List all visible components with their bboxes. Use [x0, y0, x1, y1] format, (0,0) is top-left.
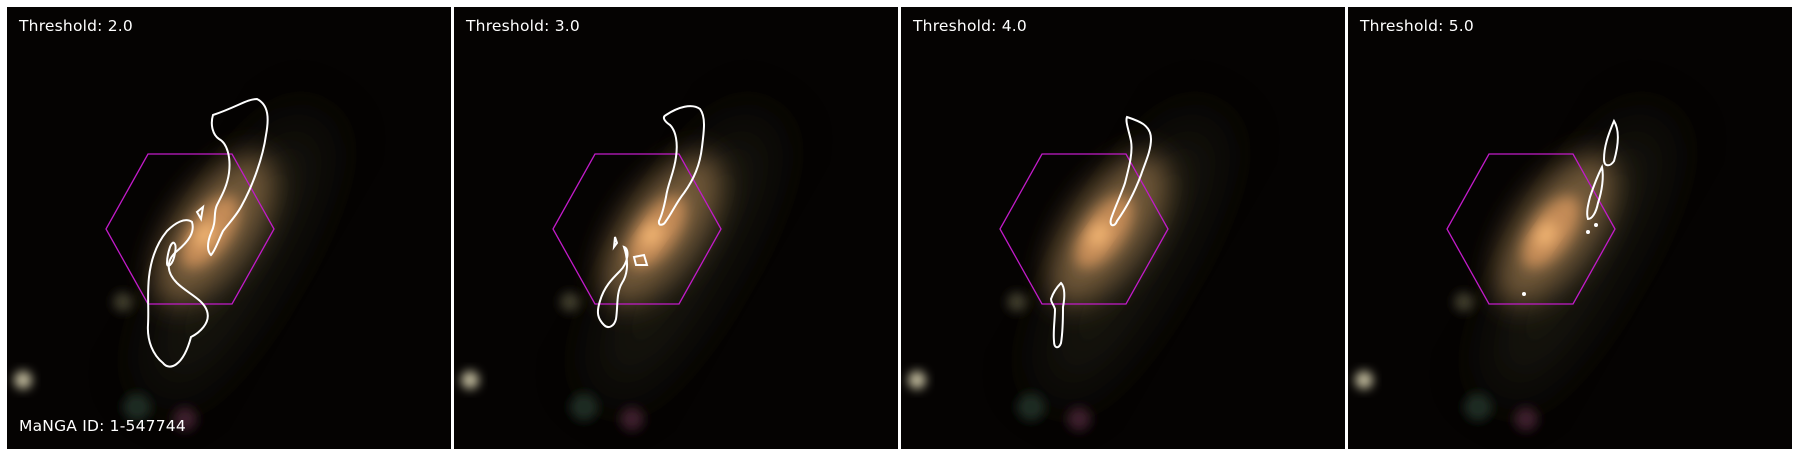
contour-line [612, 236, 619, 251]
contour-line [1586, 230, 1590, 234]
galaxy-image [454, 7, 898, 449]
ifu-hexagon [999, 153, 1169, 305]
contour-line [1586, 163, 1604, 221]
contour-line [1602, 118, 1619, 167]
galaxy-image [901, 7, 1345, 449]
contour-line [195, 204, 205, 222]
contour-line [207, 97, 269, 257]
contour-line [1049, 281, 1066, 349]
contour-line [657, 105, 705, 226]
ifu-hexagon [1446, 153, 1616, 305]
panel-threshold-2: Threshold: 2.0 MaNGA ID: 1-547744 [7, 7, 451, 449]
contour-line [632, 253, 649, 266]
galaxy-image [7, 7, 451, 449]
panel-threshold-5: Threshold: 5.0 [1348, 7, 1792, 449]
manga-id-label: MaNGA ID: 1-547744 [19, 417, 186, 435]
threshold-label: Threshold: 3.0 [466, 17, 580, 35]
ifu-hexagon [105, 153, 275, 305]
contour-line [1522, 292, 1526, 296]
contour-line [1109, 115, 1153, 227]
contour-line [1594, 223, 1598, 227]
contour-line [596, 245, 629, 328]
ifu-hexagon [552, 153, 722, 305]
panel-threshold-3: Threshold: 3.0 [454, 7, 898, 449]
panel-threshold-4: Threshold: 4.0 [901, 7, 1345, 449]
threshold-label: Threshold: 4.0 [913, 17, 1027, 35]
threshold-label: Threshold: 2.0 [19, 17, 133, 35]
galaxy-image [1348, 7, 1792, 449]
contour-line [165, 241, 177, 267]
threshold-label: Threshold: 5.0 [1360, 17, 1474, 35]
contour-line [146, 219, 209, 368]
